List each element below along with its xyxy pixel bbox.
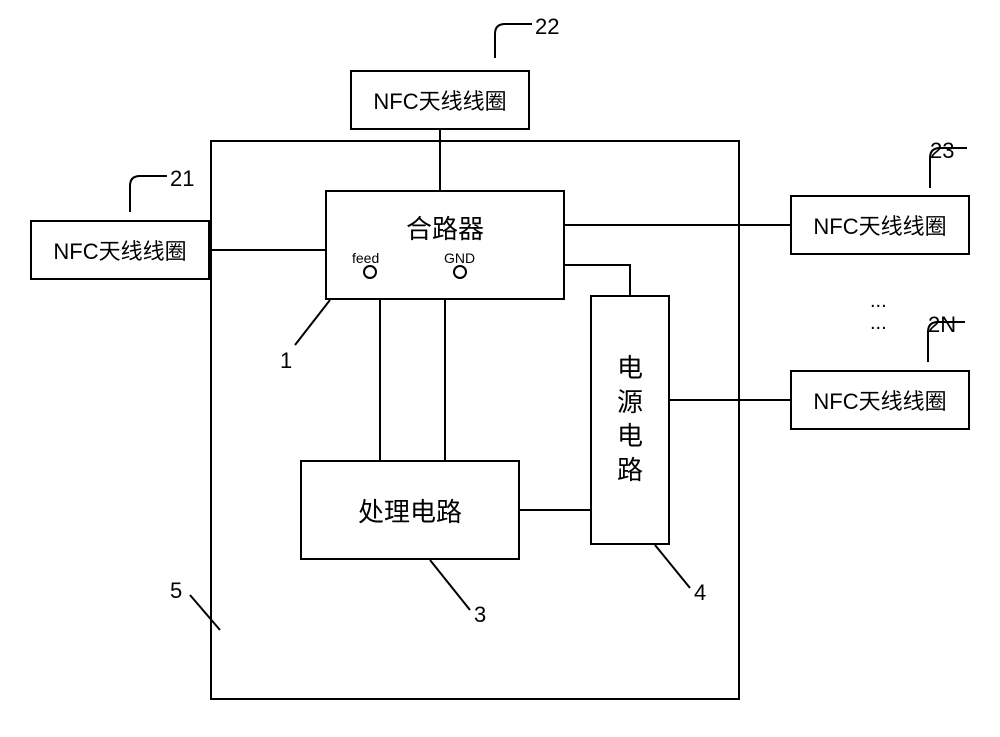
combiner-label: 合路器 xyxy=(406,209,484,246)
ref-label-4: 4 xyxy=(694,580,706,606)
nfc-coil-23-label: NFC天线线圈 xyxy=(813,209,946,241)
processor-block: 处理电路 xyxy=(300,460,520,560)
nfc-coil-23: NFC天线线圈 xyxy=(790,195,970,255)
ref-label-23: 23 xyxy=(930,138,954,164)
ref-label-2N: 2N xyxy=(928,312,956,338)
combiner-block: 合路器 xyxy=(325,190,565,300)
nfc-coil-21-label: NFC天线线圈 xyxy=(53,234,186,266)
ref-label-1: 1 xyxy=(280,348,292,374)
nfc-coil-2N-label: NFC天线线圈 xyxy=(813,384,946,416)
gnd-port-icon xyxy=(453,265,467,279)
diagram-stage: 合路器 feed GND 处理电路 电源电路 NFC天线线圈 NFC天线线圈 N… xyxy=(0,0,1000,737)
power-block: 电源电路 xyxy=(590,295,670,545)
processor-label: 处理电路 xyxy=(358,492,462,529)
ref-label-5: 5 xyxy=(170,578,182,604)
coil-ellipsis: ...... xyxy=(870,290,887,334)
feed-port-label: feed xyxy=(352,250,379,266)
ref-label-3: 3 xyxy=(474,602,486,628)
gnd-port-label: GND xyxy=(444,250,475,266)
ref-label-21: 21 xyxy=(170,166,194,192)
nfc-coil-22: NFC天线线圈 xyxy=(350,70,530,130)
nfc-coil-22-label: NFC天线线圈 xyxy=(373,84,506,116)
ref-label-22: 22 xyxy=(535,14,559,40)
feed-port-icon xyxy=(363,265,377,279)
nfc-coil-21: NFC天线线圈 xyxy=(30,220,210,280)
nfc-coil-2N: NFC天线线圈 xyxy=(790,370,970,430)
power-label: 电源电路 xyxy=(617,352,643,487)
